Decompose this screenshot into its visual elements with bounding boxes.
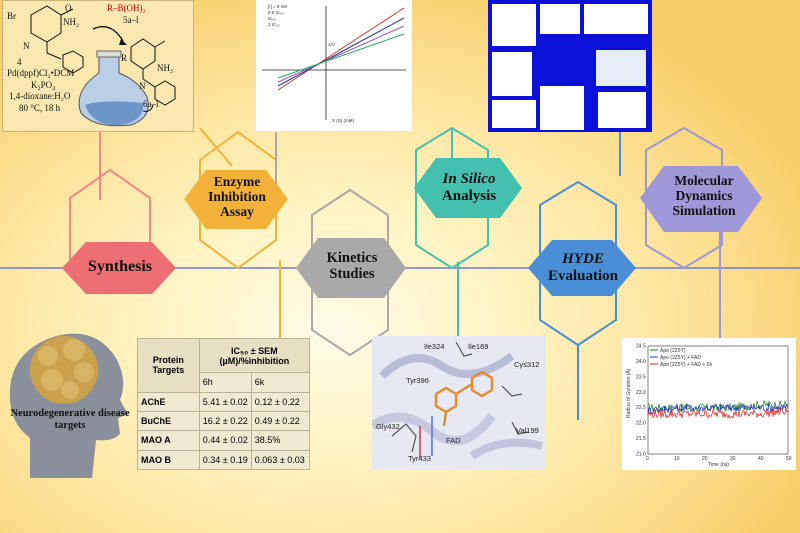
md-xtick: 0 [646, 456, 649, 462]
hex-outline-kinetics [311, 188, 389, 357]
table-row: MAO B 0.34 ± 0.19 0.063 ± 0.03 [137, 449, 311, 471]
cond-4: 80 °C, 18 h [19, 103, 61, 113]
md-xtick: 10 [674, 456, 680, 462]
table-row: BuChE 16.2 ± 0.22 0.49 ± 0.22 [137, 410, 311, 432]
nh-label: N [23, 41, 30, 51]
md-legend-1: Apo (2Z5Y) + FAD [660, 355, 701, 361]
hex-md [640, 166, 762, 232]
docking-pose-image: Ile324 Ile169 Cys312 Tyr396 Gly432 FAD V… [372, 336, 546, 470]
brain-head-icon [9, 333, 129, 478]
kin-legend-1: 0.5 IC₅₀ [268, 10, 284, 15]
product-id: 6a–l [143, 99, 159, 109]
synthesis-scheme: Br NH₂ O N R–B(OH)₂ 5a–l 4 Pd(dppf)Cl₂•D… [2, 0, 194, 132]
md-plot: 21.0 21.5 22.0 22.5 23.0 23.5 24.0 24.5 0 10 20 30 4… [622, 338, 796, 470]
md-xtick: 30 [730, 456, 736, 462]
label-insilico: In Silico Analysis [441, 171, 497, 204]
hex-outline-enzyme [199, 130, 277, 270]
label-enzyme-inhibition: Enzyme Inhibition Assay [208, 174, 266, 220]
md-xtick: 40 [758, 456, 764, 462]
label-kinetics: Kinetics Studies [326, 250, 378, 283]
hex-insilico [414, 158, 522, 218]
res-cys312: Cys312 [514, 360, 540, 369]
table-row: MAO A 0.44 ± 0.02 38.5% [137, 430, 311, 451]
nh2-label: NH₂ [63, 17, 80, 27]
res-gly432: Gly432 [376, 422, 400, 431]
md-ylabel: Radius of Gyration (Å) [625, 368, 632, 418]
cond-2: K₃PO₄ [31, 80, 56, 90]
table-row: AChE 5.41 ± 0.02 0.12 ± 0.22 [137, 391, 311, 412]
label-md: Molecular Dynamics Simulation [672, 173, 736, 219]
kin-legend-3: 2 IC₅₀ [268, 22, 280, 27]
md-series-2 [647, 406, 789, 419]
kin-xlabel: S (S) (mM) [332, 118, 354, 123]
hex-kinetics [296, 238, 406, 298]
md-xtick: 50 [786, 456, 792, 462]
md-ytick: 22.5 [636, 405, 646, 411]
md-frame [647, 345, 789, 455]
res-tyr396: Tyr396 [406, 376, 429, 385]
md-legend-2: Apo (2Z5Y) + FAD + 6h [660, 362, 712, 368]
md-xlabel: Time (ns) [708, 462, 729, 468]
md-ytick: 24.5 [636, 344, 646, 350]
label-synthesis: Synthesis [87, 258, 153, 275]
md-ytick: 22.0 [636, 421, 646, 427]
md-ytick: 21.5 [636, 436, 646, 442]
res-tyr433: Tyr433 [408, 454, 431, 463]
th-ic50: IC₅₀ ± SEM (µM)/%inhibition [198, 337, 311, 374]
md-xtick: 20 [702, 456, 708, 462]
compound-start: 4 [17, 57, 22, 67]
cond-3: 1,4-dioxane:H₂O [9, 91, 71, 101]
md-series-0 [647, 399, 789, 414]
product-nh: N [139, 81, 146, 91]
md-ytick: 23.0 [636, 390, 646, 396]
kin-legend-0: [I] = 0 nM [268, 4, 287, 9]
md-ytick: 23.5 [636, 374, 646, 380]
hex-enzyme [184, 170, 288, 229]
res-fad: FAD [446, 436, 461, 445]
reagent-label: R–B(OH)₂ [107, 3, 146, 13]
hex-hyde [528, 240, 636, 296]
md-ytick: 21.0 [636, 452, 646, 458]
insilico-screenshot [488, 0, 652, 132]
md-ytick: 24.0 [636, 359, 646, 365]
kin-legend-2: IC₅₀ [268, 16, 276, 21]
r-label: R [121, 53, 128, 63]
md-series-1 [647, 402, 789, 416]
kin-ylabel: 1/V [328, 42, 335, 47]
reagent-id: 5a–l [123, 15, 139, 25]
res-ile324: Ile324 [424, 342, 445, 351]
res-ile169: Ile169 [468, 342, 489, 351]
label-hyde: HYDE Evaluation [547, 251, 619, 284]
th-6h: 6h [198, 372, 252, 393]
ic50-table: Protein Targets IC₅₀ ± SEM (µM)/%inhibit… [137, 337, 311, 471]
kinetics-plot: [I] = 0 nM 0.5 IC₅₀ IC₅₀ 2 IC₅₀ 1/V S (S… [256, 0, 412, 131]
cond-1: Pd(dppf)Cl₂•DCM [7, 68, 75, 78]
product-nh2: NH₂ [157, 63, 174, 73]
br-label: Br [7, 11, 16, 21]
th-protein: Protein Targets [137, 338, 200, 393]
md-legend-0: Apo (2Z5Y) [660, 348, 686, 354]
res-val199: Val199 [516, 426, 539, 435]
hex-outline-hyde [539, 180, 617, 347]
neuro-label: Neurodegenerative disease targets [10, 408, 130, 431]
o-label: O [65, 3, 72, 13]
th-6k: 6k [250, 372, 311, 393]
hex-outline-md [645, 126, 723, 270]
hex-synthesis [62, 242, 176, 294]
